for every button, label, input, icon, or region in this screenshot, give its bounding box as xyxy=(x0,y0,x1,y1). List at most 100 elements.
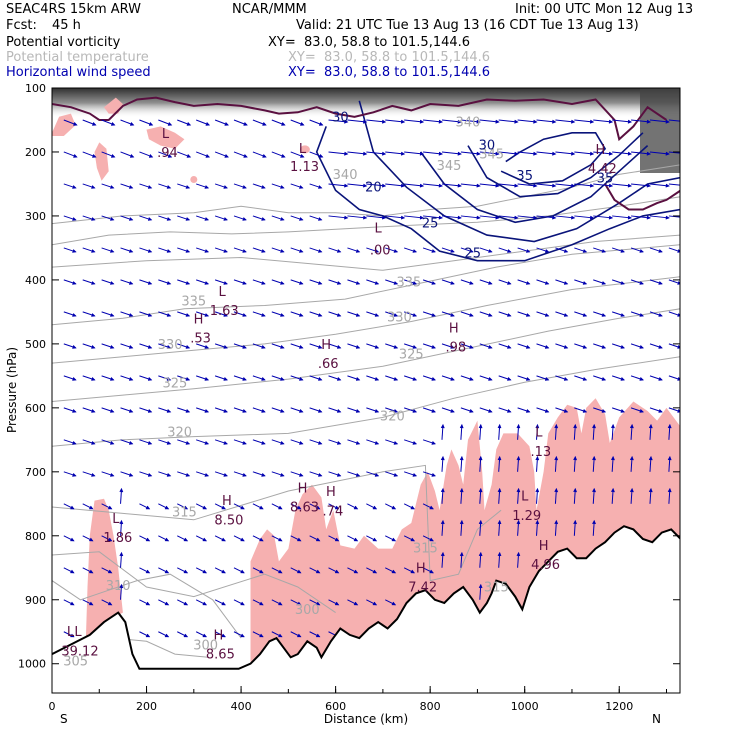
wind-vector-head xyxy=(91,409,96,413)
wind-vector-head xyxy=(129,281,134,285)
wind-vector-head xyxy=(507,313,512,317)
wind-vector-head xyxy=(280,409,285,413)
extremum-value: 8.50 xyxy=(214,513,243,528)
wind-vector-head xyxy=(533,151,538,156)
wind-vector-head xyxy=(393,313,399,317)
wind-vector-head xyxy=(611,423,615,429)
wind-vector-head xyxy=(488,313,493,317)
wind-vector-head xyxy=(337,409,342,413)
wind-vector-head xyxy=(526,345,531,349)
wind-vector-head xyxy=(221,601,226,606)
extremum-type: L xyxy=(299,142,307,157)
wind-vector-head xyxy=(533,119,538,124)
x-tick-label: 800 xyxy=(420,700,441,713)
wind-vector-head xyxy=(627,151,632,156)
wind-vector-head xyxy=(450,249,455,253)
wind-vector-head xyxy=(202,633,208,638)
wind-vector-head xyxy=(516,455,521,461)
wind-vector-head xyxy=(280,473,285,477)
wind-vector-head xyxy=(334,601,340,606)
wind-vector-head xyxy=(355,409,361,413)
wind-vector xyxy=(441,183,462,187)
extremum-value: .66 xyxy=(318,357,339,372)
theta-label: 315 xyxy=(484,580,509,595)
wind-vector-head xyxy=(507,249,512,253)
wind-vector-head xyxy=(223,473,228,477)
wind-vector-head xyxy=(204,377,210,381)
wind-vector-head xyxy=(497,487,502,493)
wind-contour-1 xyxy=(358,100,680,243)
wind-vector-head xyxy=(129,441,134,445)
wind-vector-head xyxy=(478,487,483,493)
wind-vector-head xyxy=(646,215,652,220)
wind-vector xyxy=(612,119,632,123)
wind-vector-head xyxy=(648,487,653,493)
wind-vector-head xyxy=(469,409,474,413)
wind-vector-head xyxy=(166,217,172,221)
wind-vector-head xyxy=(204,441,210,445)
wind-vector-head xyxy=(119,551,124,557)
wind-vector-head xyxy=(72,377,77,381)
wind-vector-head xyxy=(110,441,115,445)
extremum-value: .53 xyxy=(190,332,211,347)
wind-vector-head xyxy=(240,505,245,510)
wind-vector-head xyxy=(242,217,247,221)
wind-vector-head xyxy=(344,183,349,188)
wind-vector-head xyxy=(129,409,134,413)
wind-vector xyxy=(498,183,518,187)
wind-vector-head xyxy=(620,409,625,413)
wind-vector xyxy=(460,119,480,123)
wind-vector-head xyxy=(431,409,436,413)
wind-vector-head xyxy=(280,281,285,285)
wind-vector-head xyxy=(355,345,361,349)
wind-vector-head xyxy=(278,569,283,574)
wind-vector xyxy=(612,151,632,155)
wind-vector-head xyxy=(440,487,445,493)
wind-vector-head xyxy=(488,281,493,285)
wind-vector xyxy=(460,183,480,187)
extremum-value: .13 xyxy=(531,445,552,460)
wind-vector-head xyxy=(111,154,116,158)
wind-vector-head xyxy=(412,249,418,253)
wind-vector-head xyxy=(147,281,153,285)
wind-vector-head xyxy=(450,281,455,285)
extremum-value: 1.29 xyxy=(512,509,541,524)
wind-vector-head xyxy=(601,281,607,285)
wind-vector-head xyxy=(533,215,538,220)
wind-vector-head xyxy=(72,409,77,413)
wind-speed-label: 30 xyxy=(332,110,349,125)
wind-vector xyxy=(612,215,632,219)
extremum-value: 4.42 xyxy=(588,162,617,177)
wind-vector-head xyxy=(440,551,445,557)
pv-region-4 xyxy=(94,142,109,181)
wind-vector xyxy=(385,151,405,155)
wind-vector-head xyxy=(110,377,115,381)
wind-vector-head xyxy=(374,409,380,413)
wind-vector-head xyxy=(362,119,368,124)
wind-vector-head xyxy=(242,185,247,189)
wind-vector-head xyxy=(412,441,418,445)
wind-vector-head xyxy=(223,313,228,317)
wind-vector-head xyxy=(299,281,304,285)
wind-vector-head xyxy=(573,455,577,461)
pv-region-0 xyxy=(85,498,123,664)
wind-vector-head xyxy=(70,633,75,638)
wind-vector-head xyxy=(344,119,349,124)
wind-vector-head xyxy=(372,537,378,542)
wind-vector-head xyxy=(639,281,644,285)
wind-vector-head xyxy=(497,519,502,525)
wind-vector xyxy=(668,183,680,186)
wind-vector-head xyxy=(563,281,569,285)
wind-vector-head xyxy=(204,409,210,413)
wind-vector-head xyxy=(459,487,464,493)
extremum-value: 7.42 xyxy=(408,580,437,595)
wind-vector-head xyxy=(166,441,172,445)
wind-vector xyxy=(404,183,424,187)
wind-vector-head xyxy=(183,537,189,542)
wind-vector xyxy=(423,215,443,219)
pv-blob xyxy=(190,175,198,183)
x-axis-title: Distance (km) xyxy=(324,712,408,726)
wind-vector-head xyxy=(261,313,266,317)
wind-vector-head xyxy=(459,455,464,461)
extremum-value: .98 xyxy=(445,341,466,356)
